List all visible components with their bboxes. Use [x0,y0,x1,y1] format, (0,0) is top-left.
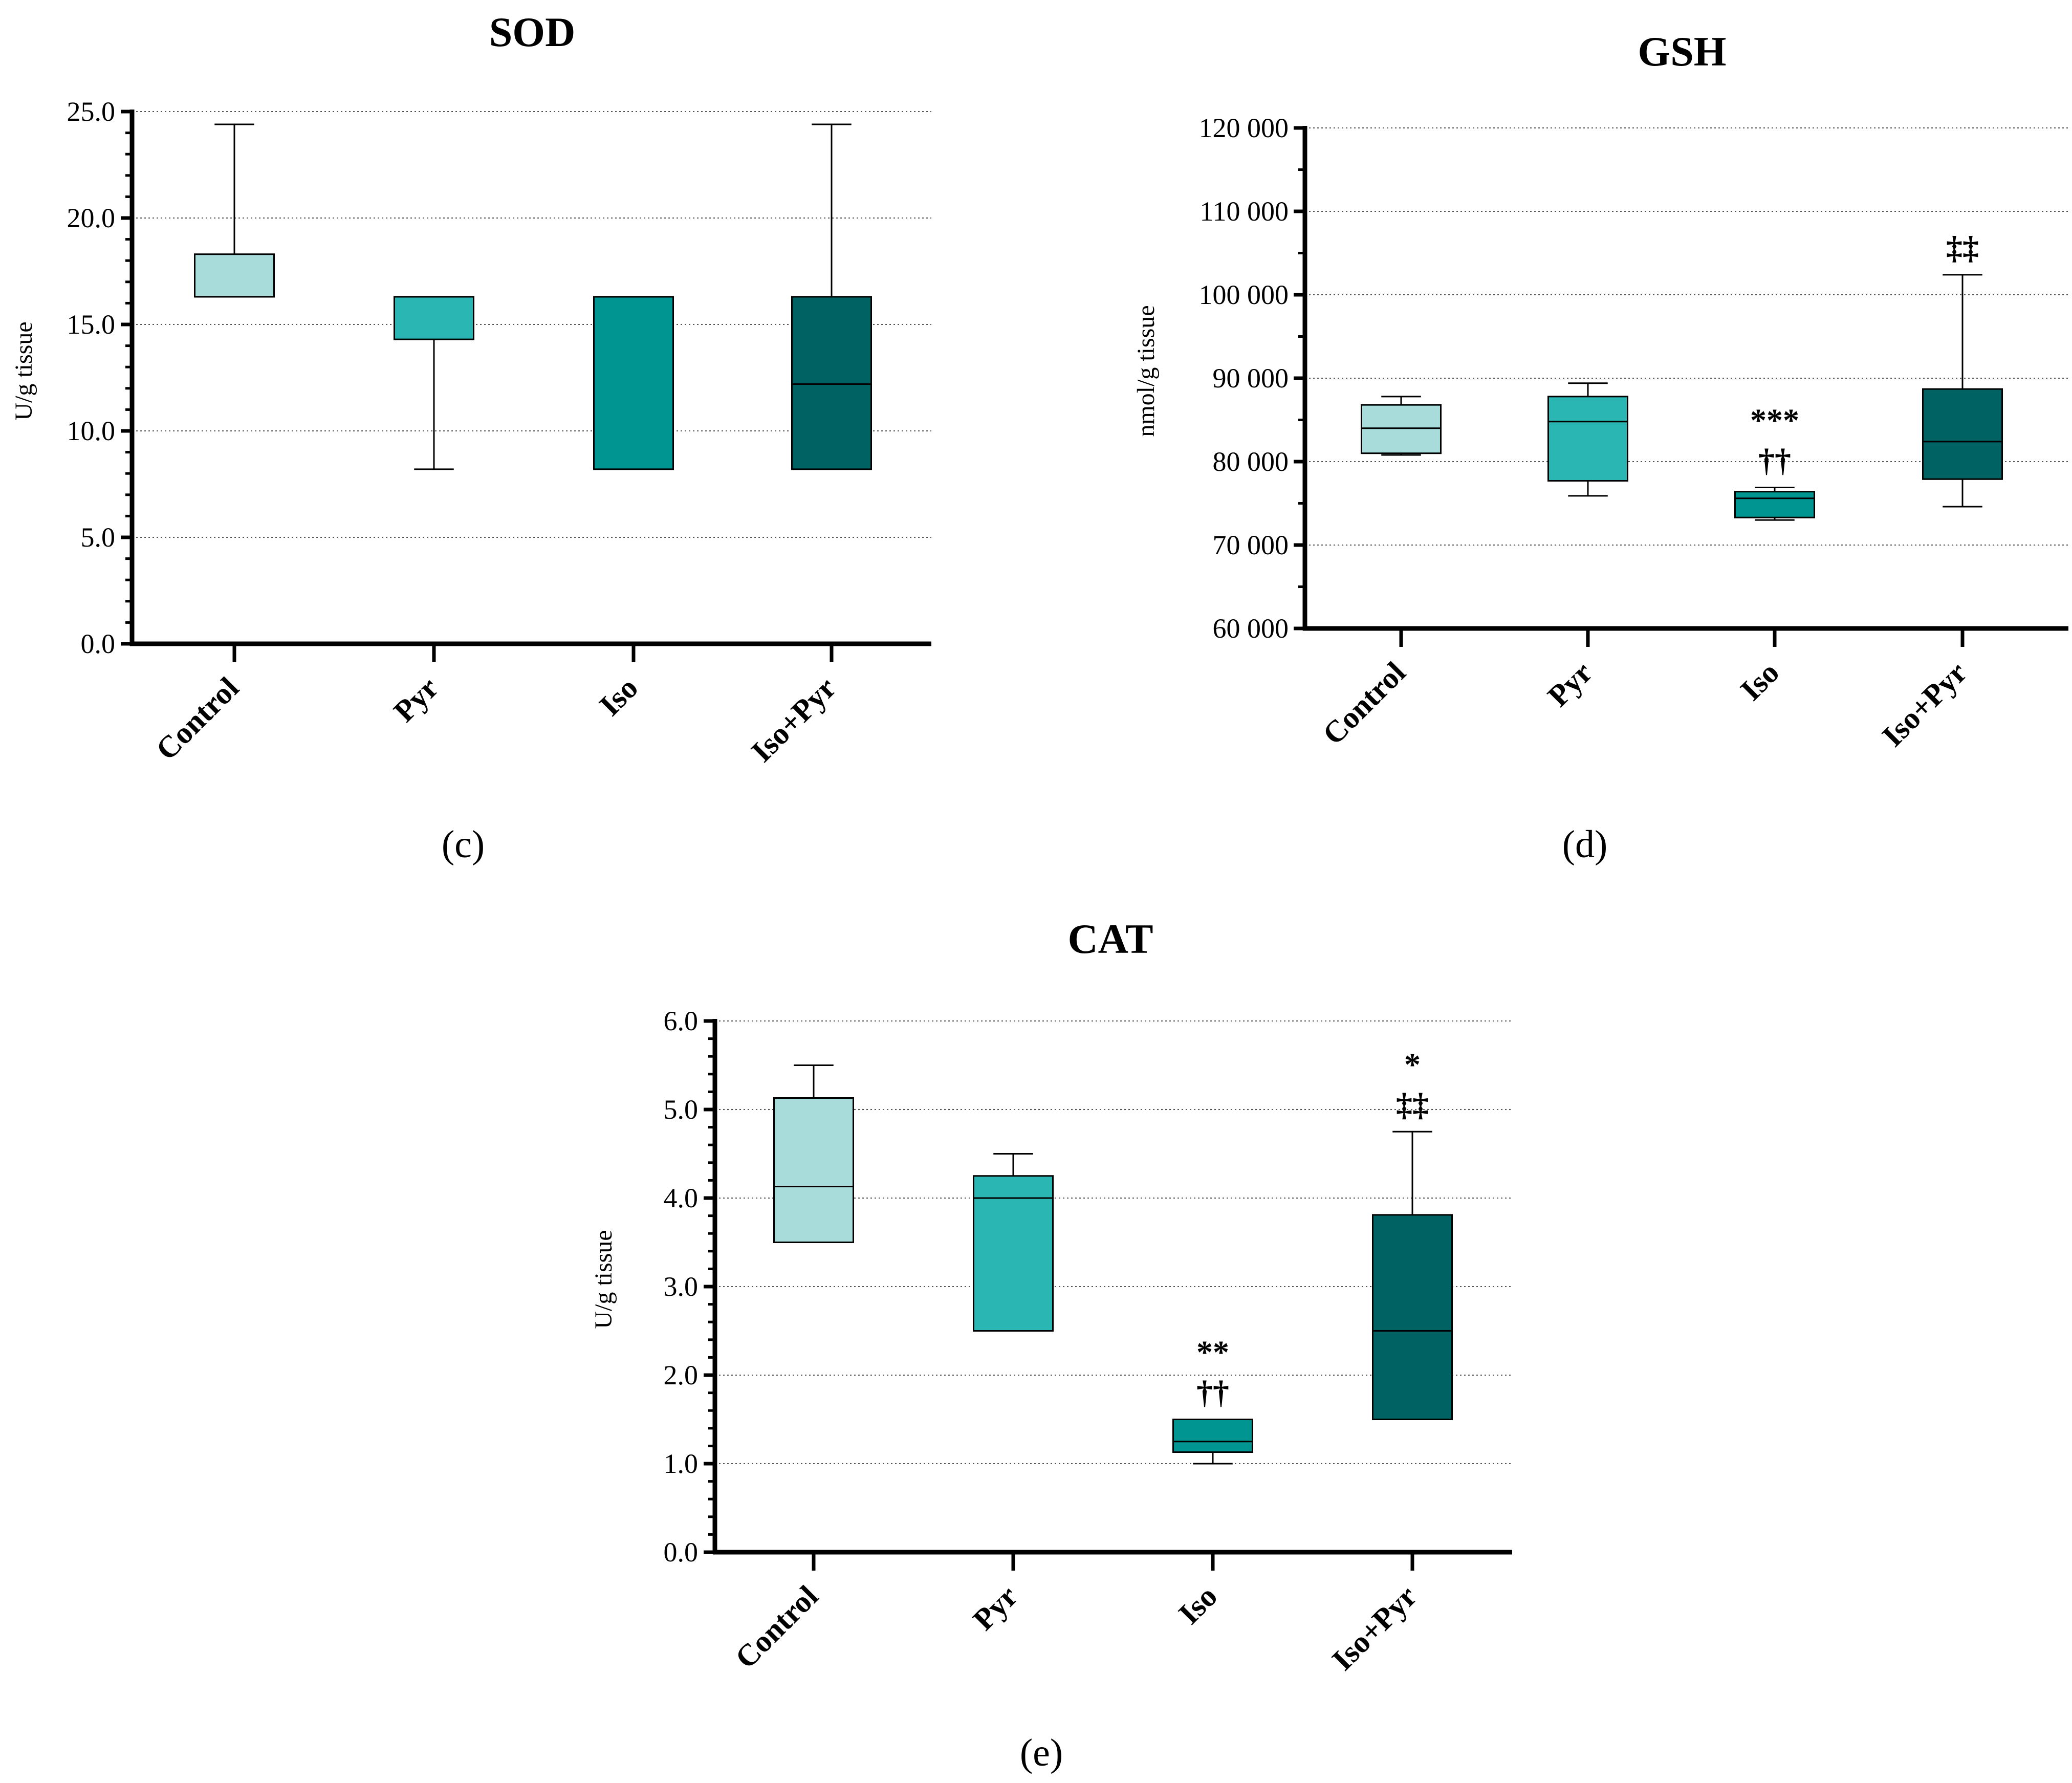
gsh-box-iso-plus-pyr [1922,274,2003,508]
sod-category-label-iso: Iso [593,671,644,723]
sod-box-iso-plus-pyr [791,123,872,470]
gsh-significance-iso-plus-pyr: ‡‡ [1946,229,1979,266]
sod-iqr-box [194,253,275,298]
sod-iqr-box [394,296,474,340]
gsh-gridlines [1305,127,2068,546]
sod-y-tick-label: 10.0 [67,416,116,446]
gsh-y-tick-label: 120 000 [1199,113,1289,143]
sod-boxes [194,123,872,470]
gsh-iqr-box [1547,396,1628,482]
sod-panel-label: (c) [442,823,485,866]
cat-significance-iso: ** [1196,1334,1229,1371]
sod-chart-title: SOD [489,9,576,55]
cat-y-tick-label: 1.0 [664,1448,699,1479]
gsh-chart: GSH 60 000 70 000 80 000 90 000 100 000 110 0… [1132,28,2068,866]
sod-axes [129,110,931,646]
sod-y-tick-label: 5.0 [81,522,116,553]
cat-y-tick-label: 5.0 [664,1094,699,1125]
cat-category-label-iso: Iso [1172,1579,1224,1631]
sod-box-iso [593,296,674,470]
gsh-y-tick-label: 70 000 [1213,530,1289,560]
cat-y-tick-label: 6.0 [664,1006,699,1036]
cat-box-iso [1172,1419,1253,1465]
cat-box-control [773,1064,854,1243]
gsh-y-tick-label: 80 000 [1213,446,1289,477]
cat-y-tick-label: 2.0 [664,1360,699,1390]
cat-iqr-box [1172,1419,1253,1453]
gsh-category-label-control: Control [1316,656,1412,751]
cat-y-tick-label: 3.0 [664,1271,699,1302]
gsh-box-control [1361,396,1442,456]
gsh-panel-label: (d) [1562,823,1608,866]
cat-box-iso-plus-pyr [1372,1130,1453,1421]
gsh-box-iso [1734,487,1815,521]
cat-iqr-box [773,1097,854,1243]
cat-annotations: **†† * ‡‡ [1196,1046,1429,1410]
gsh-iqr-box [1361,404,1442,454]
sod-box-pyr [394,296,474,470]
cat-category-label-pyr: Pyr [967,1579,1024,1637]
cat-y-tick-label: 4.0 [664,1183,699,1213]
cat-significance-iso-plus-pyr: ‡‡ [1396,1086,1429,1122]
cat-iqr-box [973,1175,1054,1332]
gsh-x-ticks: Control Pyr Iso Iso+Pyr [1316,628,1973,753]
cat-category-label-control: Control [729,1579,824,1675]
cat-boxes [773,1064,1453,1465]
cat-x-ticks: Control Pyr Iso Iso+Pyr [729,1552,1423,1677]
gsh-category-label-iso-plus-pyr: Iso+Pyr [1875,656,1973,753]
gsh-y-tick-label: 90 000 [1213,363,1289,394]
gsh-y-tick-label: 100 000 [1199,279,1289,310]
sod-box-control [194,123,275,298]
gsh-y-tick-label: 60 000 [1213,613,1289,644]
gsh-y-ticks: 60 000 70 000 80 000 90 000 100 000 110 000 12… [1199,113,1305,644]
gsh-significance-iso: †† [1758,442,1791,479]
cat-y-ticks: 0.0 1.0 2.0 3.0 4.0 5.0 6.0 [664,1006,715,1568]
gsh-boxes [1361,274,2003,521]
sod-y-ticks: 0.0 5.0 10.0 15.0 20.0 25.0 [67,96,132,659]
sod-chart: SOD 0.0 5.0 10.0 15.0 20.0 25.0 Control Pyr Iso… [10,9,931,866]
gsh-y-tick-label: 110 000 [1200,196,1289,227]
cat-panel-label: (e) [1020,1731,1063,1774]
sod-category-label-pyr: Pyr [387,671,445,729]
cat-y-tick-label: 0.0 [664,1537,699,1568]
sod-y-axis-label: U/g tissue [10,321,37,420]
gsh-significance-iso: *** [1750,402,1799,439]
cat-category-label-iso-plus-pyr: Iso+Pyr [1325,1579,1423,1677]
cat-chart-title: CAT [1067,916,1153,962]
sod-iqr-box [593,296,674,470]
gsh-chart-title: GSH [1638,28,1726,75]
cat-chart: CAT 0.0 1.0 2.0 3.0 4.0 5.0 6.0 Control Pyr Iso I… [590,916,1512,1774]
sod-y-tick-label: 25.0 [67,96,116,127]
sod-y-tick-label: 0.0 [81,628,116,659]
gsh-box-pyr [1547,382,1628,497]
sod-x-ticks: Control Pyr Iso Iso+Pyr [149,644,842,769]
cat-significance-iso: †† [1196,1374,1229,1410]
cat-box-pyr [973,1153,1054,1332]
sod-y-tick-label: 15.0 [67,309,116,340]
sod-iqr-box [791,296,872,470]
cat-iqr-box [1372,1214,1453,1421]
gsh-annotations: ***†† ‡‡ [1750,229,1979,479]
gsh-iqr-box [1734,491,1815,518]
sod-category-label-control: Control [149,671,245,767]
cat-y-axis-label: U/g tissue [590,1230,617,1329]
cat-significance-iso-plus-pyr: * [1404,1046,1421,1082]
gsh-category-label-pyr: Pyr [1541,656,1599,713]
sod-category-label-iso-plus-pyr: Iso+Pyr [745,671,842,769]
gsh-y-axis-label: nmol/g tissue [1132,305,1160,437]
gsh-category-label-iso: Iso [1734,656,1785,707]
sod-y-tick-label: 20.0 [67,203,116,233]
gsh-iqr-box [1922,388,2003,480]
